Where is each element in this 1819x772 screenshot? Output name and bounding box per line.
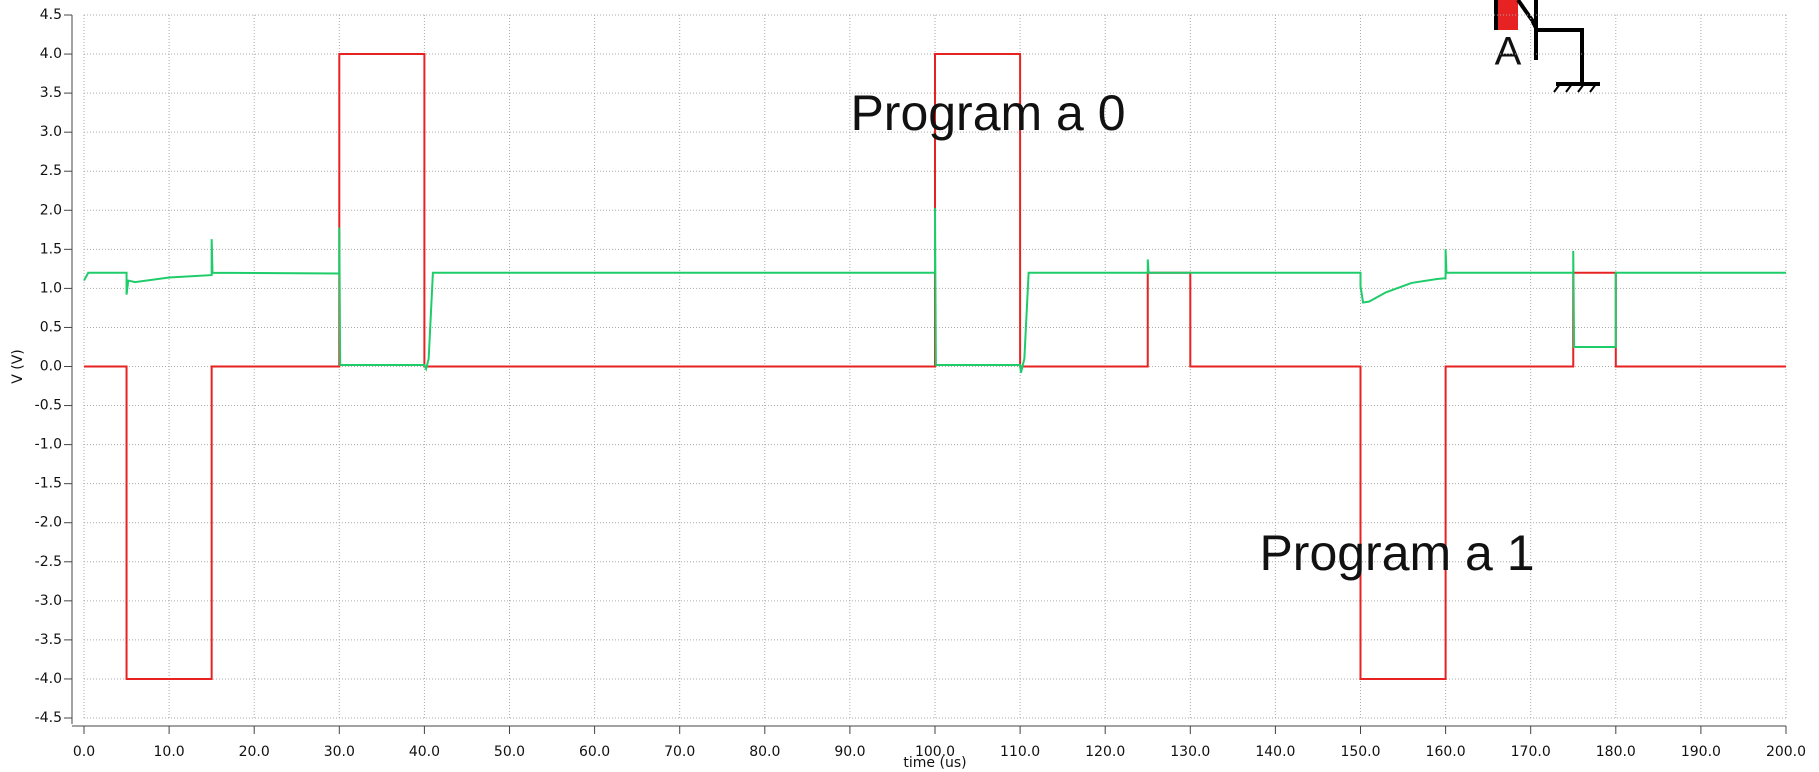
icon-ground — [1553, 83, 1597, 93]
x-tick-label: 140.0 — [1255, 744, 1295, 760]
icon-label: A — [1495, 30, 1522, 74]
y-tick-label: 3.0 — [40, 124, 62, 140]
x-tick-label: 90.0 — [834, 744, 865, 760]
y-tick-label: 4.0 — [40, 46, 62, 62]
x-tick-label: 160.0 — [1426, 744, 1466, 760]
x-tick-label: 150.0 — [1340, 744, 1380, 760]
y-tick-label: -1.5 — [35, 476, 62, 492]
x-tick-label: 110.0 — [1000, 744, 1040, 760]
x-tick-label: 20.0 — [239, 744, 270, 760]
y-tick-label: -2.0 — [35, 515, 62, 531]
x-tick-label: 180.0 — [1596, 744, 1636, 760]
trace — [84, 53, 1786, 680]
annotation: Program a 0 — [850, 85, 1125, 141]
x-axis-label: time (us) — [903, 755, 966, 771]
icon-wires — [1494, 0, 1600, 86]
y-tick-label: 2.5 — [40, 163, 62, 179]
y-tick-label: 3.5 — [40, 85, 62, 101]
circuit-icon: A — [1494, 0, 1600, 93]
y-tick-label: 1.0 — [40, 280, 62, 296]
x-tick-label: 100.0 — [915, 744, 955, 760]
x-tick-label: 10.0 — [154, 744, 185, 760]
x-tick-label: 30.0 — [324, 744, 355, 760]
x-tick-label: 0.0 — [73, 744, 95, 760]
y-tick-label: -3.5 — [35, 632, 62, 648]
y-tick-label: -4.0 — [35, 671, 62, 687]
x-tick-label: 200.0 — [1766, 744, 1806, 760]
y-tick-label: -3.0 — [35, 593, 62, 609]
y-tick-label: 2.0 — [40, 202, 62, 218]
y-tick-label: 1.5 — [40, 241, 62, 257]
x-tick-label: 40.0 — [409, 744, 440, 760]
x-tick-label: 170.0 — [1511, 744, 1551, 760]
y-tick-label: 0.0 — [40, 359, 62, 375]
x-tick-label: 70.0 — [664, 744, 695, 760]
y-tick-label: 4.5 — [40, 7, 62, 23]
annotation: Program a 1 — [1259, 525, 1534, 581]
y-axis-label: V (V) — [10, 349, 26, 384]
x-tick-label: 50.0 — [494, 744, 525, 760]
x-tick-label: 130.0 — [1170, 744, 1210, 760]
x-tick-label: 80.0 — [749, 744, 780, 760]
x-tick-label: 190.0 — [1681, 744, 1721, 760]
y-tick-label: -4.5 — [35, 710, 62, 726]
x-tick-label: 60.0 — [579, 744, 610, 760]
y-tick-label: -1.0 — [35, 437, 62, 453]
y-tick-label: -2.5 — [35, 554, 62, 570]
y-tick-label: -0.5 — [35, 398, 62, 414]
y-tick-label: 0.5 — [40, 319, 62, 335]
x-tick-label: 120.0 — [1085, 744, 1125, 760]
trace — [83, 207, 1786, 373]
